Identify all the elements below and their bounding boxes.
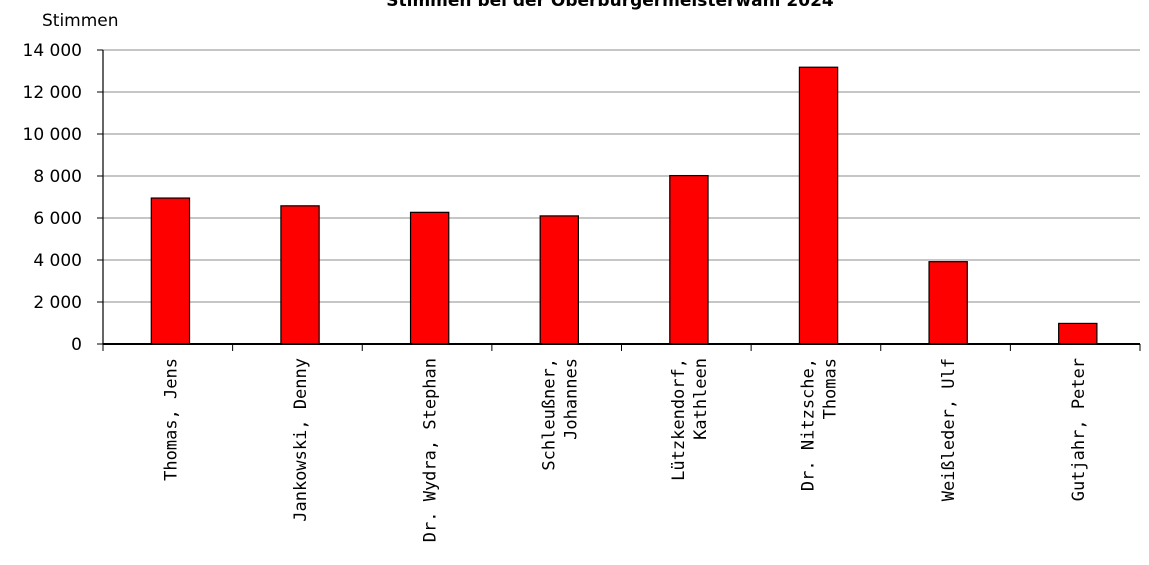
category-label: Kathleen xyxy=(691,358,711,440)
bar xyxy=(669,174,709,345)
y-axis-label: Stimmen xyxy=(42,11,119,31)
chart-title: Stimmen bei der Oberbürgermeisterwahl 20… xyxy=(386,0,834,11)
bar xyxy=(1058,322,1098,345)
y-tick-label: 2 000 xyxy=(33,293,82,313)
y-tick-label: 12 000 xyxy=(23,83,82,103)
category-label: Thomas, Jens xyxy=(161,358,181,481)
bars xyxy=(150,66,1098,345)
category-label: Gutjahr, Peter xyxy=(1069,358,1089,501)
y-tick-label: 14 000 xyxy=(23,41,82,61)
category-label: Schleußner, xyxy=(539,358,559,471)
category-label: Lützkendorf, xyxy=(669,358,689,481)
category-label: Johannes xyxy=(561,358,581,440)
bar xyxy=(798,66,839,345)
category-label: Dr. Wydra, Stephan xyxy=(421,358,441,542)
category-label: Thomas xyxy=(821,358,841,419)
y-tick-label: 6 000 xyxy=(33,209,82,229)
y-tick-label: 10 000 xyxy=(23,125,82,145)
grid-lines xyxy=(97,49,1140,345)
axes xyxy=(102,50,1141,351)
y-tick-labels: 0 2 000 4 000 6 000 8 000 10 000 12 000 14 000 xyxy=(23,41,82,355)
bar xyxy=(539,215,579,345)
y-tick-label: 0 xyxy=(71,335,82,355)
y-tick-label: 8 000 xyxy=(33,167,82,187)
bar xyxy=(928,261,968,345)
bar xyxy=(150,197,191,345)
category-label: Dr. Nitzsche, xyxy=(799,358,819,491)
bar xyxy=(280,205,320,345)
category-labels: Thomas, Jens Jankowski, Denny Dr. Wydra, S… xyxy=(161,358,1088,542)
bar xyxy=(409,211,450,345)
category-label: Weißleder, Ulf xyxy=(939,358,959,501)
category-label: Jankowski, Denny xyxy=(291,358,311,522)
y-tick-label: 4 000 xyxy=(33,251,82,271)
